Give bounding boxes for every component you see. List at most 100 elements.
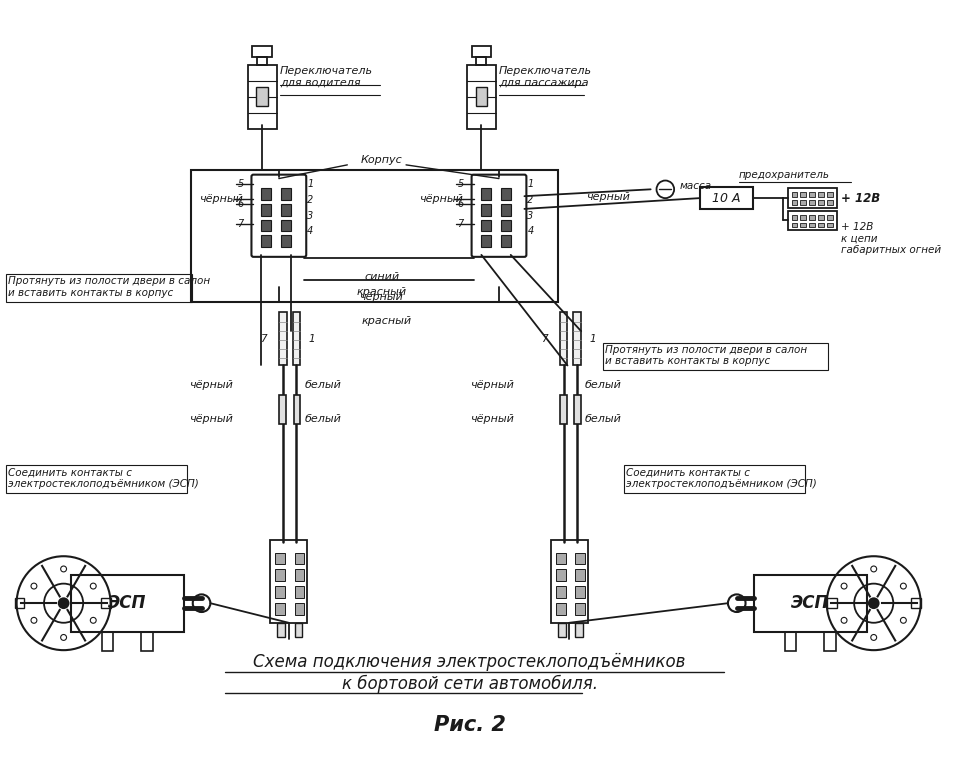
- Text: 3: 3: [307, 210, 314, 221]
- Bar: [252, 45, 272, 57]
- Text: 3: 3: [527, 210, 534, 221]
- Bar: [809, 192, 815, 197]
- Text: 4: 4: [527, 227, 534, 237]
- Bar: [792, 200, 798, 205]
- Bar: [787, 188, 836, 208]
- Text: 5: 5: [458, 180, 464, 190]
- Bar: [818, 192, 824, 197]
- Text: чёрный: чёрный: [420, 194, 464, 204]
- Bar: [295, 603, 304, 615]
- Bar: [801, 215, 806, 220]
- Text: чёрный: чёрный: [588, 192, 631, 202]
- Bar: [801, 223, 806, 227]
- Bar: [71, 575, 184, 631]
- Bar: [784, 631, 797, 651]
- Bar: [141, 631, 153, 651]
- Bar: [801, 200, 806, 205]
- Text: белый: белый: [304, 414, 341, 424]
- Bar: [261, 220, 271, 231]
- Bar: [827, 192, 832, 197]
- Bar: [556, 553, 565, 564]
- Bar: [275, 603, 285, 615]
- Text: чёрный: чёрный: [190, 380, 234, 390]
- Text: Протянуть из полости двери в салон
и вставить контакты в корпус: Протянуть из полости двери в салон и вст…: [8, 276, 210, 298]
- Text: ЭСП: ЭСП: [791, 594, 829, 612]
- Text: чёрный: чёрный: [360, 292, 403, 302]
- Bar: [14, 598, 24, 608]
- Bar: [101, 598, 110, 608]
- Bar: [275, 586, 285, 598]
- Text: 1: 1: [589, 334, 595, 344]
- Bar: [281, 235, 291, 247]
- Bar: [295, 553, 304, 564]
- Text: Корпус: Корпус: [361, 155, 402, 165]
- Bar: [476, 57, 487, 65]
- Text: Переключатель
для водителя: Переключатель для водителя: [279, 66, 372, 88]
- Bar: [281, 188, 291, 200]
- Text: + 12В
к цепи
габаритных огней: + 12В к цепи габаритных огней: [841, 221, 942, 255]
- Bar: [575, 570, 585, 581]
- Text: чёрный: чёрный: [190, 414, 234, 424]
- Bar: [275, 570, 285, 581]
- Bar: [293, 311, 300, 365]
- Bar: [295, 586, 304, 598]
- Bar: [102, 631, 113, 651]
- Bar: [257, 57, 267, 65]
- Bar: [481, 188, 492, 200]
- Text: чёрный: чёрный: [470, 380, 515, 390]
- Bar: [501, 235, 511, 247]
- Bar: [624, 465, 805, 493]
- Bar: [818, 223, 824, 227]
- Bar: [818, 200, 824, 205]
- Bar: [556, 586, 565, 598]
- Text: Протянуть из полости двери в салон
и вставить контакты в корпус: Протянуть из полости двери в салон и вст…: [605, 345, 806, 366]
- Text: чёрный: чёрный: [470, 414, 515, 424]
- Bar: [818, 215, 824, 220]
- Bar: [827, 215, 832, 220]
- Text: 1: 1: [308, 334, 315, 344]
- Bar: [824, 631, 835, 651]
- Circle shape: [58, 598, 69, 609]
- Bar: [270, 540, 307, 623]
- Bar: [256, 87, 268, 106]
- Bar: [278, 395, 286, 424]
- Text: белый: белый: [585, 380, 622, 390]
- Bar: [276, 623, 285, 638]
- Bar: [603, 343, 828, 370]
- Bar: [501, 220, 511, 231]
- Bar: [809, 215, 815, 220]
- Text: синий: синий: [364, 272, 399, 282]
- Bar: [248, 65, 276, 129]
- Text: масса: масса: [680, 181, 712, 191]
- Bar: [556, 603, 565, 615]
- Bar: [475, 87, 488, 106]
- Bar: [551, 540, 588, 623]
- Text: 2: 2: [527, 195, 534, 205]
- Bar: [261, 235, 271, 247]
- Text: 1: 1: [307, 180, 314, 190]
- Bar: [809, 223, 815, 227]
- Bar: [827, 598, 836, 608]
- Text: Схема подключения электростеклоподъёмников: Схема подключения электростеклоподъёмник…: [253, 653, 685, 671]
- Bar: [792, 192, 798, 197]
- Text: к бортовой сети автомобиля.: к бортовой сети автомобиля.: [342, 675, 598, 692]
- Bar: [6, 465, 187, 493]
- Circle shape: [868, 598, 879, 609]
- Bar: [827, 223, 832, 227]
- Bar: [261, 204, 271, 216]
- Bar: [575, 586, 585, 598]
- Text: 2: 2: [307, 195, 314, 205]
- Text: 10 А: 10 А: [711, 192, 740, 204]
- Bar: [481, 220, 492, 231]
- Text: ЭСП: ЭСП: [108, 594, 146, 612]
- Text: Переключатель
для пассажира: Переключатель для пассажира: [499, 66, 592, 88]
- Text: красный: красный: [356, 287, 407, 297]
- Text: 7: 7: [458, 218, 464, 228]
- Text: Соединить контакты с
электростеклоподъёмником (ЭСП): Соединить контакты с электростеклоподъём…: [8, 467, 199, 489]
- Bar: [575, 623, 583, 638]
- Text: 4: 4: [307, 227, 314, 237]
- Bar: [558, 623, 565, 638]
- Bar: [281, 204, 291, 216]
- Text: Рис. 2: Рис. 2: [434, 715, 506, 736]
- Bar: [501, 204, 511, 216]
